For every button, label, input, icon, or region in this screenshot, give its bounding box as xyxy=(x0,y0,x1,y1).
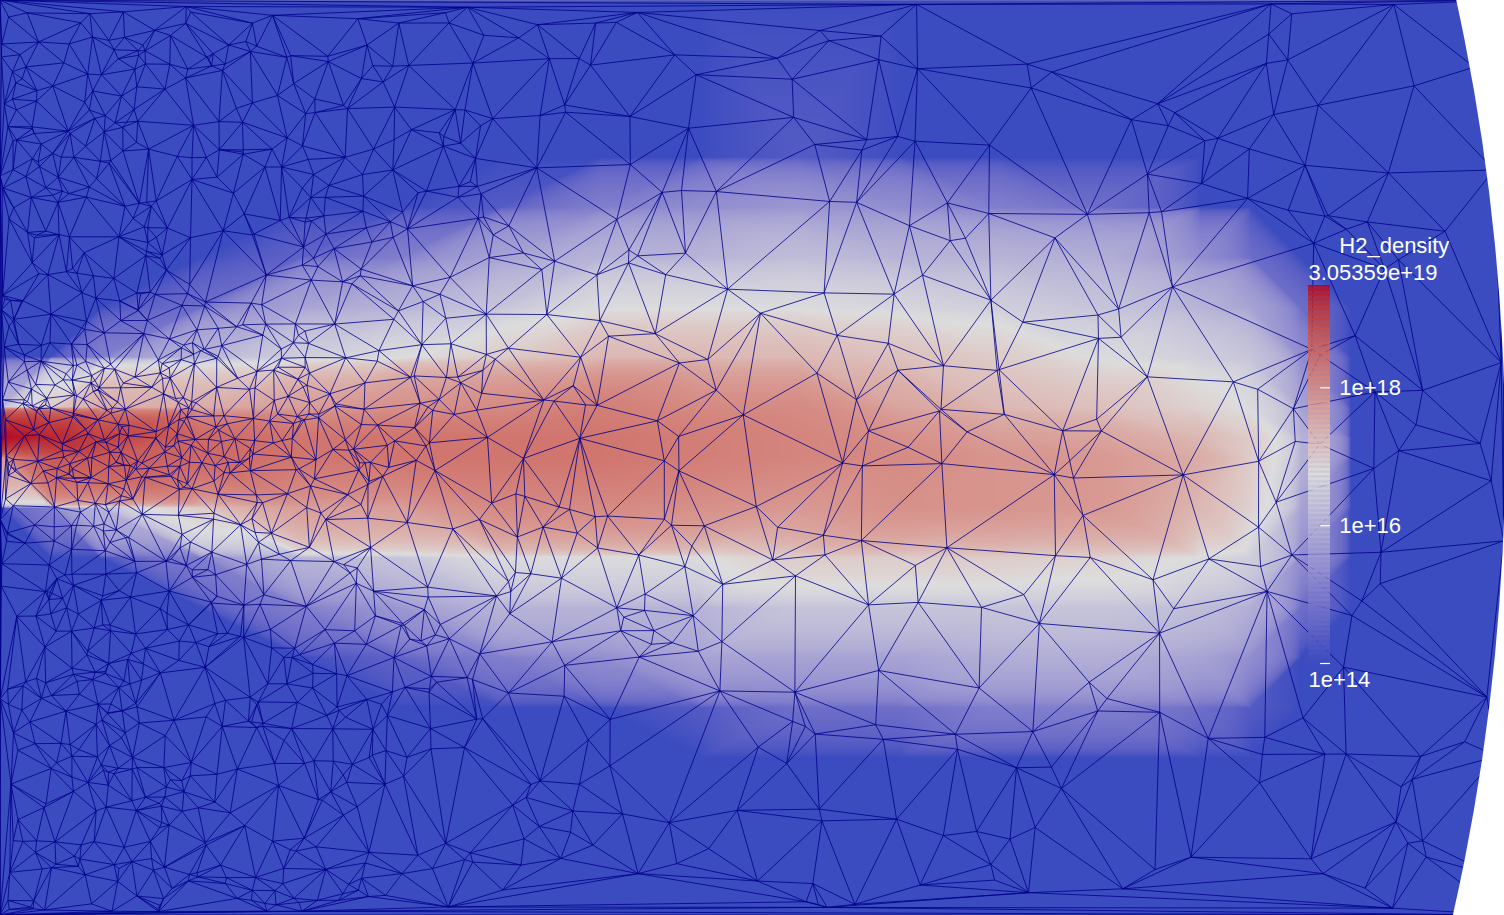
svg-text:1e+16: 1e+16 xyxy=(1339,513,1401,538)
svg-text:H2_density: H2_density xyxy=(1339,233,1449,258)
svg-text:1e+14: 1e+14 xyxy=(1309,667,1371,692)
svg-text:1e+18: 1e+18 xyxy=(1339,375,1401,400)
svg-text:3.05359e+19: 3.05359e+19 xyxy=(1309,260,1438,285)
